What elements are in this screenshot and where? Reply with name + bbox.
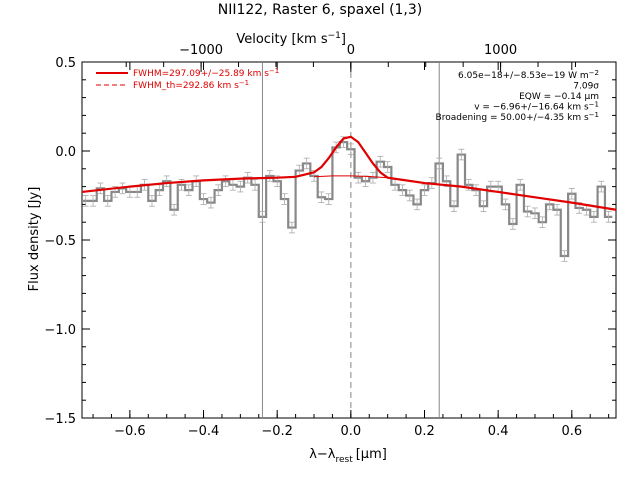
x-tick-label: 0.2 [414,424,435,439]
x-tick-label: −0.6 [114,424,146,439]
top-tick-label: 1000 [484,43,517,58]
y-tick-label: −1.5 [44,412,76,427]
top-tick-label: −1000 [179,43,223,58]
legend: FWHM=297.09+/−25.89 km s−1FWHM_th=292.86… [96,67,279,91]
x-tick-label: 0.0 [340,424,361,439]
annotation-0: 6.05e−18+/−8.53e−19 W m−2 [458,69,599,81]
x-tick-label: 0.4 [488,424,509,439]
data-step-line [82,141,613,258]
y-tick-label: 0.5 [55,56,76,71]
legend-label-1: FWHM_th=292.86 km s−1 [133,79,249,91]
fit-line-2 [313,175,388,179]
legend-label-0: FWHM=297.09+/−25.89 km s−1 [133,67,279,79]
x-tick-label: 0.6 [561,424,582,439]
x-axis-label: λ−λrest [μm] [309,447,387,465]
top-tick-label: 0 [347,43,355,58]
x-tick-label: −0.2 [261,424,293,439]
y-tick-label: −0.5 [44,234,76,249]
plot-area: −0.6 −0.4 −0.2 0.0 0.2 0.4 0.6 0.5 0.0 −0.5 −1.0 −1… [44,43,617,439]
annotation-1: 7.09σ [573,82,599,92]
annotation-3: v = −6.96+/−16.64 km s−1 [474,101,599,113]
annotation-4: Broadening = 50.00+/−4.35 km s−1 [436,111,599,123]
y-axis-label: Flux density [Jy] [27,187,42,292]
top-axis-label: Velocity [km s−1] [236,31,346,47]
annotation-2: EQW = −0.14 μm [519,92,599,102]
y-tick-label: 0.0 [55,145,76,160]
fit-line-1 [81,135,617,211]
chart-title: NII122, Raster 6, spaxel (1,3) [218,2,423,18]
y-tick-label: −1.0 [44,323,76,338]
x-tick-label: −0.4 [188,424,220,439]
